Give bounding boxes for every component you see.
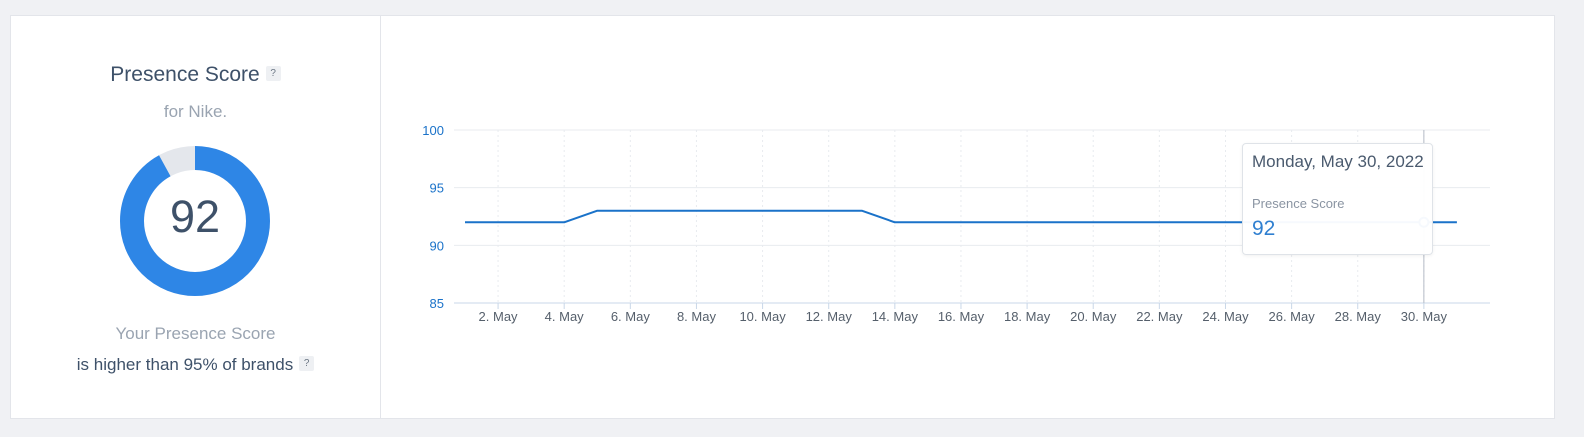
x-tick-label: 16. May bbox=[938, 309, 985, 324]
x-tick-label: 24. May bbox=[1202, 309, 1249, 324]
help-icon[interactable]: ? bbox=[265, 65, 281, 81]
y-tick-label: 85 bbox=[430, 296, 444, 311]
x-tick-label: 26. May bbox=[1268, 309, 1315, 324]
y-tick-label: 100 bbox=[422, 123, 444, 138]
help-icon[interactable]: ? bbox=[299, 356, 315, 372]
score-summary-panel: Presence Score? for Nike. 92 Your Presen… bbox=[11, 16, 381, 418]
score-donut-chart bbox=[120, 146, 270, 296]
presence-score-title: Presence Score bbox=[110, 63, 260, 86]
tooltip-date: Monday, May 30, 2022 bbox=[1252, 152, 1424, 171]
presence-score-card: Presence Score? for Nike. 92 Your Presen… bbox=[10, 15, 1555, 419]
x-tick-label: 2. May bbox=[479, 309, 519, 324]
brand-subtitle: for Nike. bbox=[163, 102, 228, 121]
x-tick-label: 30. May bbox=[1401, 309, 1448, 324]
x-tick-label: 20. May bbox=[1070, 309, 1117, 324]
x-tick-label: 28. May bbox=[1335, 309, 1382, 324]
tooltip-value: 92 bbox=[1252, 217, 1276, 240]
x-tick-label: 4. May bbox=[545, 309, 585, 324]
score-comparison-text: is higher than 95% of brands bbox=[76, 355, 294, 374]
tooltip-series-name: Presence Score bbox=[1252, 196, 1345, 211]
presence-score-heading: Presence Score? bbox=[11, 63, 380, 87]
x-tick-label: 12. May bbox=[806, 309, 853, 324]
score-comparison: is higher than 95% of brands? bbox=[11, 355, 380, 375]
x-tick-label: 8. May bbox=[677, 309, 717, 324]
donut-fill bbox=[120, 146, 270, 296]
x-tick-label: 14. May bbox=[872, 309, 919, 324]
score-value: 92 bbox=[169, 191, 221, 242]
x-tick-label: 10. May bbox=[739, 309, 786, 324]
chart-tooltip: Monday, May 30, 2022 Presence Score 92 bbox=[1242, 143, 1433, 255]
x-tick-label: 6. May bbox=[611, 309, 651, 324]
score-caption: Your Presence Score bbox=[115, 324, 276, 343]
x-tick-label: 22. May bbox=[1136, 309, 1183, 324]
y-tick-label: 95 bbox=[430, 181, 444, 196]
x-tick-label: 18. May bbox=[1004, 309, 1051, 324]
y-tick-label: 90 bbox=[430, 238, 444, 253]
